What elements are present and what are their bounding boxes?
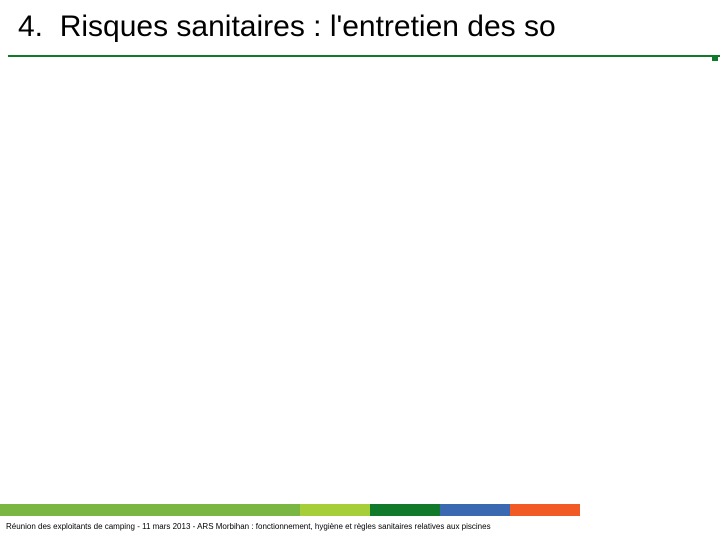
title-underline-dot bbox=[712, 55, 718, 61]
slide-title-number: 4. bbox=[18, 10, 43, 43]
footer-text: Réunion des exploitants de camping - 11 … bbox=[6, 522, 491, 532]
slide-title-text: Risques sanitaires : l'entretien des so bbox=[60, 10, 556, 43]
footer-stripe-segment bbox=[440, 504, 510, 516]
footer-stripe-segment bbox=[510, 504, 580, 516]
slide-title: 4. Risques sanitaires : l'entretien des … bbox=[18, 10, 720, 43]
slide: 4. Risques sanitaires : l'entretien des … bbox=[0, 0, 720, 540]
footer-stripe-segment bbox=[0, 504, 300, 516]
footer-stripe-segment bbox=[370, 504, 440, 516]
footer-stripe bbox=[0, 504, 580, 516]
footer-stripe-segment bbox=[300, 504, 370, 516]
title-underline bbox=[8, 55, 720, 57]
